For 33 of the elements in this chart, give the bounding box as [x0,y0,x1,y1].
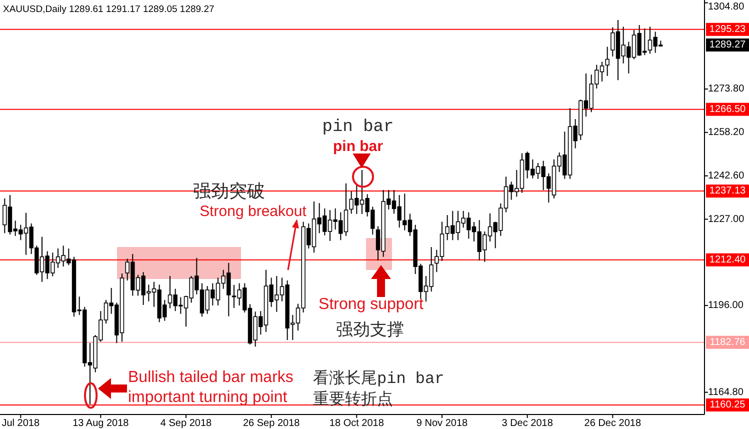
annotation: pin bar [332,138,384,155]
ref-line-label: 1237.13 [709,186,746,197]
x-tick-label: 26 Dec 2018 [584,418,642,429]
ref-line-label: 1160.25 [710,400,746,411]
annotation: 重要转折点 [313,390,393,409]
x-tick-label: 18 Oct 2018 [329,418,384,429]
y-tick-label: 1258.20 [708,127,745,138]
x-tick-label: 9 Nov 2018 [416,418,468,429]
ref-line-label: 1212.40 [709,254,746,266]
x-tick-label: 4 Sep 2018 [160,418,212,429]
annotation: Strong support [318,296,424,313]
y-tick-label: 1242.60 [708,170,745,182]
x-tick-label: 26 Sep 2018 [242,418,300,429]
annotation: 看涨长尾pin bar [313,369,444,388]
y-tick-label: 1227.00 [708,214,745,225]
y-tick-label: 1304.80 [708,2,745,13]
ref-line-label: 1266.50 [709,104,746,115]
y-tick-label: 1164.80 [708,386,744,398]
annotation: pin bar [322,118,394,137]
x-tick-label: 13 Aug 2018 [72,418,130,429]
ref-line-label: 1295.23 [709,24,746,36]
y-tick-label: 1273.80 [708,84,745,95]
text: XAUUSD,Daily 1289.61 1291.17 1289.05 1289.27 [3,4,214,15]
ref-line-label: 1182.76 [710,336,746,348]
annotation: Bullish tailed bar marks [128,369,294,386]
annotation: 强劲支撑 [336,320,404,340]
y-tick-label: 1196.00 [708,300,744,312]
x-tick-label: Jul 2018 [2,418,40,429]
x-tick-label: 3 Dec 2018 [502,418,554,429]
annotation: important turning point [128,389,288,406]
text: 1289.27 [709,40,746,51]
annotation: Strong breakout [200,203,308,220]
candlestick [605,46,610,76]
